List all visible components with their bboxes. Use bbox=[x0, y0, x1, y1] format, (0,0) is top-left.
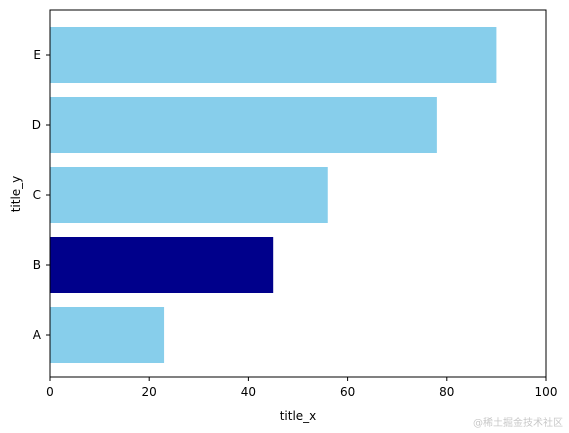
y-tick-label: A bbox=[33, 328, 42, 342]
y-tick-label: D bbox=[32, 118, 41, 132]
x-axis-ticks: 0 20 40 60 80 100 bbox=[46, 377, 557, 399]
plot-frame bbox=[49, 9, 547, 378]
y-axis-ticks: A B C D E bbox=[32, 48, 50, 342]
y-tick-label: E bbox=[33, 48, 41, 62]
y-tick-label: C bbox=[33, 188, 41, 202]
bar-a bbox=[50, 307, 165, 363]
x-tick-label: 0 bbox=[46, 385, 54, 399]
x-tick-label: 20 bbox=[142, 385, 157, 399]
x-tick-label: 80 bbox=[439, 385, 454, 399]
watermark: @稀土掘金技术社区 bbox=[473, 418, 563, 429]
y-axis-title: title_y bbox=[9, 176, 23, 213]
x-tick-label: 100 bbox=[535, 385, 558, 399]
bar-d bbox=[50, 97, 437, 153]
x-tick-label: 60 bbox=[340, 385, 355, 399]
y-tick-label: B bbox=[33, 258, 41, 272]
x-tick-label: 40 bbox=[241, 385, 256, 399]
x-axis-title: title_x bbox=[280, 409, 317, 423]
bar-e bbox=[50, 27, 497, 83]
bar-b bbox=[50, 237, 274, 293]
bar-c bbox=[50, 167, 328, 223]
bars-group bbox=[50, 27, 497, 363]
